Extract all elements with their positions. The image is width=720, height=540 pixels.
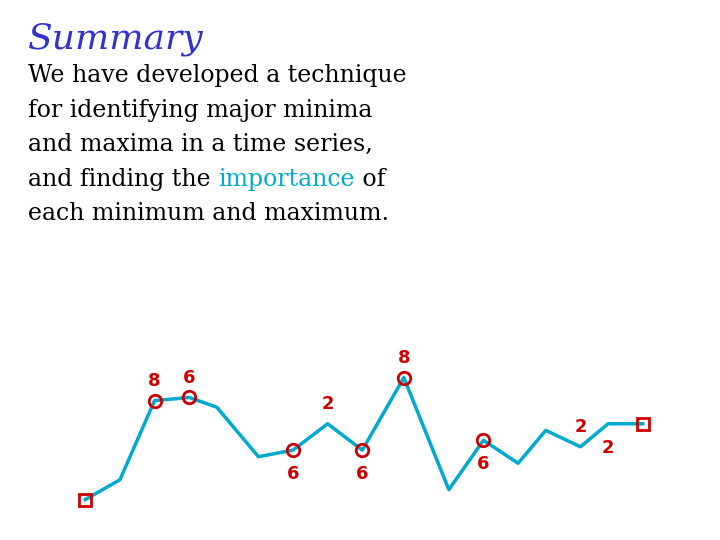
- Text: We have developed a technique: We have developed a technique: [28, 64, 407, 87]
- Text: of: of: [355, 167, 385, 191]
- Text: Summary: Summary: [28, 22, 204, 56]
- Text: and finding the: and finding the: [28, 167, 218, 191]
- Text: for identifying major minima: for identifying major minima: [28, 98, 372, 122]
- Text: 2: 2: [321, 395, 334, 413]
- Text: importance: importance: [218, 167, 355, 191]
- Text: 6: 6: [356, 465, 369, 483]
- Text: 8: 8: [148, 372, 161, 390]
- Text: each minimum and maximum.: each minimum and maximum.: [28, 202, 389, 225]
- Text: and maxima in a time series,: and maxima in a time series,: [28, 133, 373, 156]
- Text: 6: 6: [183, 369, 195, 387]
- Text: 6: 6: [477, 455, 490, 473]
- Text: 2: 2: [574, 418, 587, 436]
- Text: 2: 2: [602, 438, 614, 457]
- Text: 6: 6: [287, 465, 300, 483]
- Text: 8: 8: [397, 349, 410, 367]
